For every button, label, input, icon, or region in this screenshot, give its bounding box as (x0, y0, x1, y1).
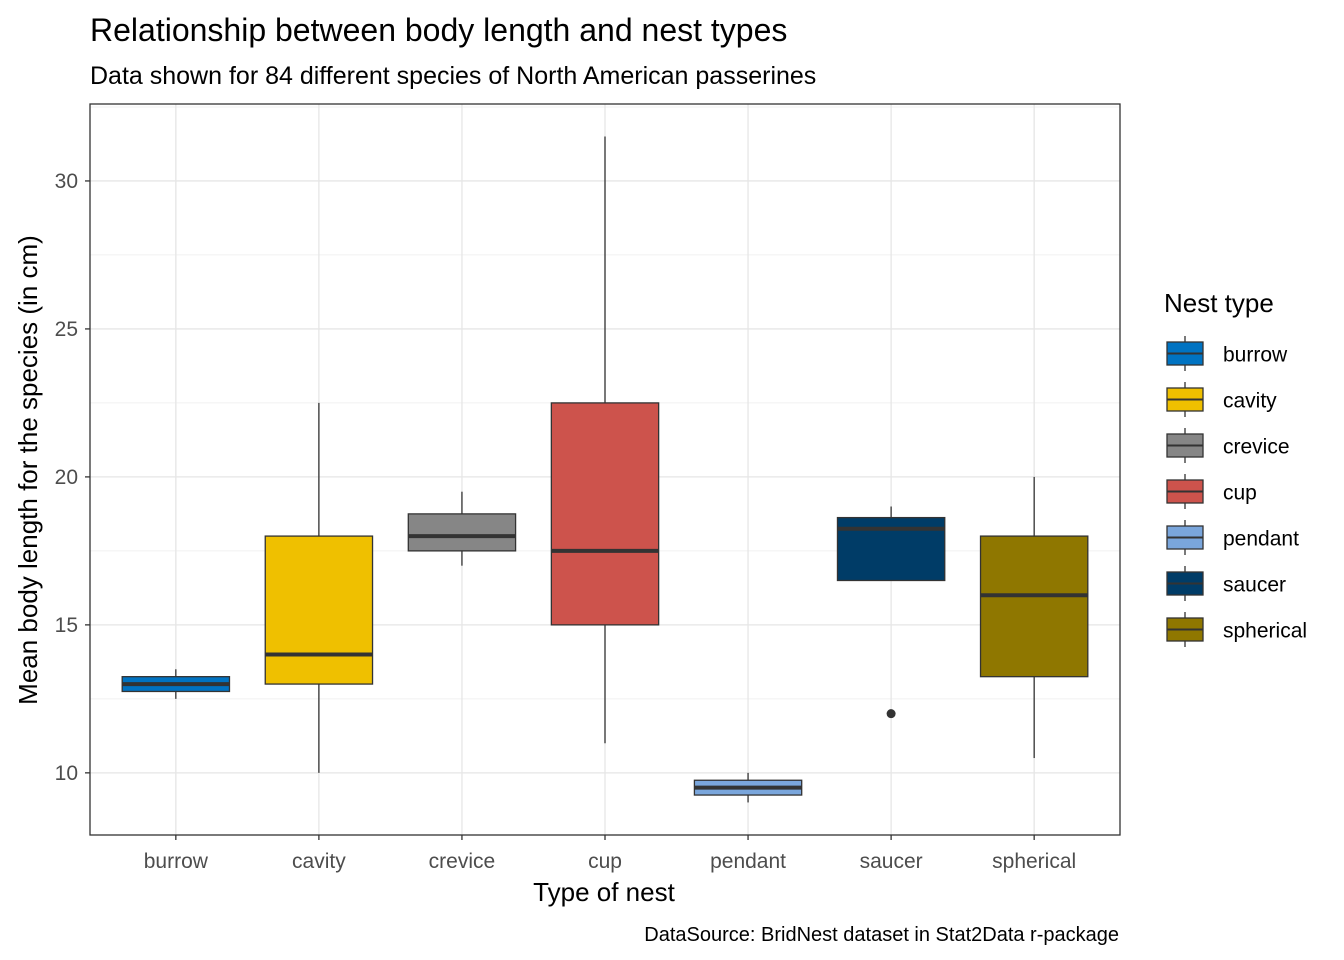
y-tick-label: 20 (55, 466, 78, 489)
box-pendant (693, 772, 803, 803)
legend-label: crevice (1223, 436, 1290, 459)
legend-item-cup: cup (1166, 474, 1257, 509)
legend-item-burrow: burrow (1166, 336, 1288, 371)
box-iqr (550, 402, 660, 626)
legend-item-crevice: crevice (1166, 428, 1290, 463)
y-axis: 10 15 20 25 30 (55, 170, 90, 785)
legend-item-saucer: saucer (1166, 566, 1286, 601)
x-tick-label-saucer: saucer (860, 850, 923, 873)
x-axis: burrow cavity crevice cup pendant saucer spher… (144, 835, 1076, 873)
box-crevice (407, 491, 517, 566)
box-cup (550, 136, 660, 744)
legend-item-cavity: cavity (1166, 382, 1277, 417)
box-saucer (836, 506, 946, 719)
legend: Nest type burrow cavity crevice cup pendant s… (1164, 288, 1307, 647)
chart-title: Relationship between body length and nes… (90, 12, 787, 48)
y-tick-label: 30 (55, 170, 78, 193)
y-tick-label: 10 (55, 762, 78, 785)
box-iqr (264, 535, 374, 685)
legend-item-spherical: spherical (1166, 612, 1307, 647)
legend-label: pendant (1223, 528, 1299, 551)
x-tick-label-cavity: cavity (292, 850, 346, 873)
boxes (121, 136, 1089, 803)
box-spherical (979, 476, 1089, 759)
box-iqr (979, 535, 1089, 678)
chart-caption: DataSource: BridNest dataset in Stat2Dat… (644, 924, 1119, 946)
x-tick-label-crevice: crevice (429, 850, 496, 873)
x-tick-label-spherical: spherical (992, 850, 1076, 873)
legend-label: burrow (1223, 344, 1288, 367)
legend-label: saucer (1223, 574, 1286, 597)
outlier-point (886, 709, 896, 719)
x-tick-label-cup: cup (588, 850, 622, 873)
y-axis-title: Mean body length for the species (in cm) (13, 235, 43, 705)
legend-label: cup (1223, 482, 1257, 505)
chart-subtitle: Data shown for 84 different species of N… (90, 62, 816, 90)
x-tick-label-burrow: burrow (144, 850, 209, 873)
box-cavity (264, 402, 374, 773)
y-tick-label: 25 (55, 318, 78, 341)
legend-title: Nest type (1164, 288, 1274, 318)
y-tick-label: 15 (55, 614, 78, 637)
box-burrow (121, 669, 231, 699)
x-tick-label-pendant: pendant (710, 850, 786, 873)
box-iqr (407, 513, 517, 552)
legend-item-pendant: pendant (1166, 520, 1299, 555)
x-axis-title: Type of nest (533, 877, 675, 907)
legend-label: cavity (1223, 390, 1277, 413)
legend-label: spherical (1223, 620, 1307, 643)
